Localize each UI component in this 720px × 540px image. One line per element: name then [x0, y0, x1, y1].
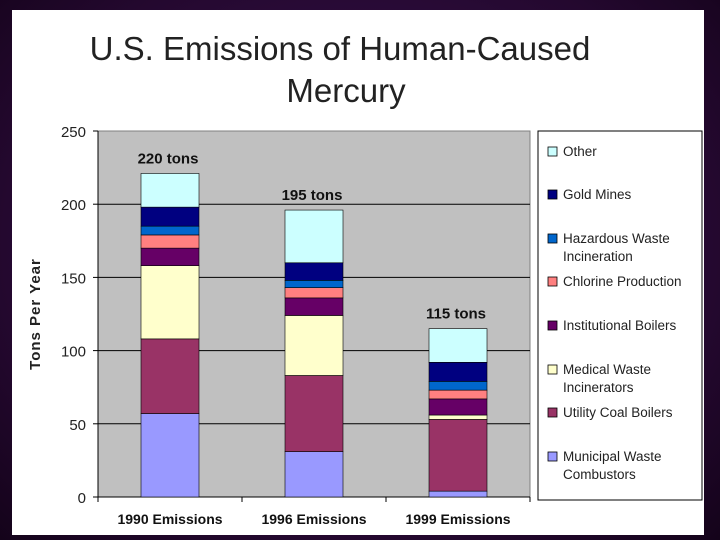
legend-label: Institutional Boilers [563, 318, 677, 333]
bar-segment [428, 414, 488, 420]
bar-total-label: 195 tons [282, 187, 343, 204]
y-axis-label: Tons Per Year [27, 258, 44, 370]
legend-label: Incineration [563, 249, 633, 264]
x-tick-label: 1999 Emissions [405, 511, 510, 527]
legend-box [537, 130, 703, 501]
legend-swatch [547, 276, 558, 287]
bar-segment [140, 234, 200, 249]
y-tick-label: 0 [78, 490, 86, 507]
bar-segment [140, 247, 200, 266]
bar-total-label: 115 tons [426, 306, 486, 323]
y-tick-label: 250 [61, 124, 86, 141]
bar-segment [428, 389, 488, 400]
legend-label: Utility Coal Boilers [563, 405, 673, 420]
x-tick-label: 1996 Emissions [261, 511, 366, 527]
bar-segment [140, 265, 200, 340]
bar-segment [428, 419, 488, 492]
bar-segment [428, 328, 488, 363]
legend-swatch [547, 189, 558, 200]
bar-segment [140, 225, 200, 236]
legend-swatch [547, 233, 558, 244]
bar-segment [428, 381, 488, 391]
bar-segment [284, 451, 344, 498]
y-tick-label: 100 [61, 344, 86, 361]
bar-segment [284, 315, 344, 376]
legend-swatch [547, 451, 558, 462]
legend-label: Hazardous Waste [563, 231, 670, 246]
bar-segment [140, 206, 200, 227]
chart-title-line-1: U.S. Emissions of Human-Caused [89, 30, 591, 67]
bar-segment [284, 287, 344, 299]
bar-segment [428, 490, 488, 498]
bar-segment [140, 338, 200, 414]
legend-label: Gold Mines [563, 187, 632, 202]
legend-label: Chlorine Production [563, 274, 682, 289]
bar-segment [284, 262, 344, 281]
legend-swatch [547, 364, 558, 375]
bar-segment [284, 375, 344, 452]
chart-title-line-2: Mercury [286, 72, 406, 109]
bar-segment [428, 362, 488, 382]
legend-label: Other [563, 144, 597, 159]
bar-segment [428, 398, 488, 416]
legend-swatch [547, 320, 558, 331]
bar-segment [140, 173, 200, 208]
bar-total-label: 220 tons [138, 150, 199, 167]
y-tick-label: 200 [61, 197, 86, 214]
y-tick-label: 50 [69, 417, 86, 434]
legend-label: Combustors [563, 467, 636, 482]
legend-label: Incinerators [563, 380, 634, 395]
legend-swatch [547, 146, 558, 157]
bar-segment [140, 413, 200, 498]
x-tick-label: 1990 Emissions [117, 511, 222, 527]
y-tick-label: 150 [61, 270, 86, 287]
legend-label: Municipal Waste [563, 449, 662, 464]
bar-segment [284, 280, 344, 288]
bar-segment [284, 209, 344, 264]
bar-segment [284, 297, 344, 316]
legend-label: Medical Waste [563, 362, 651, 377]
legend-swatch [547, 407, 558, 418]
